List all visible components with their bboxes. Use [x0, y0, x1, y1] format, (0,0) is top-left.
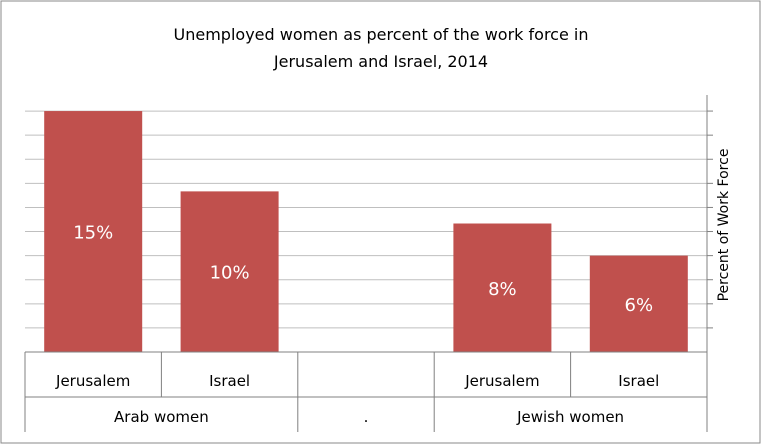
bar: [44, 111, 143, 352]
category-label: Jerusalem: [464, 372, 539, 390]
category-label: Israel: [209, 372, 250, 390]
bar-value-label: 6%: [625, 295, 654, 316]
group-label: .: [364, 408, 369, 426]
group-label: Arab women: [114, 408, 209, 426]
bar: [589, 255, 688, 352]
bar-value-label: 8%: [488, 279, 517, 300]
category-label: Jerusalem: [55, 372, 130, 390]
axes: [24, 95, 713, 432]
category-label: Israel: [618, 372, 659, 390]
bar: [453, 223, 552, 352]
y-axis-label: Percent of Work Force: [716, 149, 732, 302]
chart-title-line-1: Unemployed women as percent of the work …: [174, 25, 589, 44]
chart-title-line-2: Jerusalem and Israel, 2014: [273, 52, 488, 71]
group-label: Jewish women: [516, 408, 624, 426]
bar-value-label: 10%: [210, 263, 250, 284]
bar: [180, 191, 279, 352]
bar-value-label: 15%: [73, 223, 113, 244]
bar-series: 15% 10% 8% 6%: [44, 111, 688, 352]
